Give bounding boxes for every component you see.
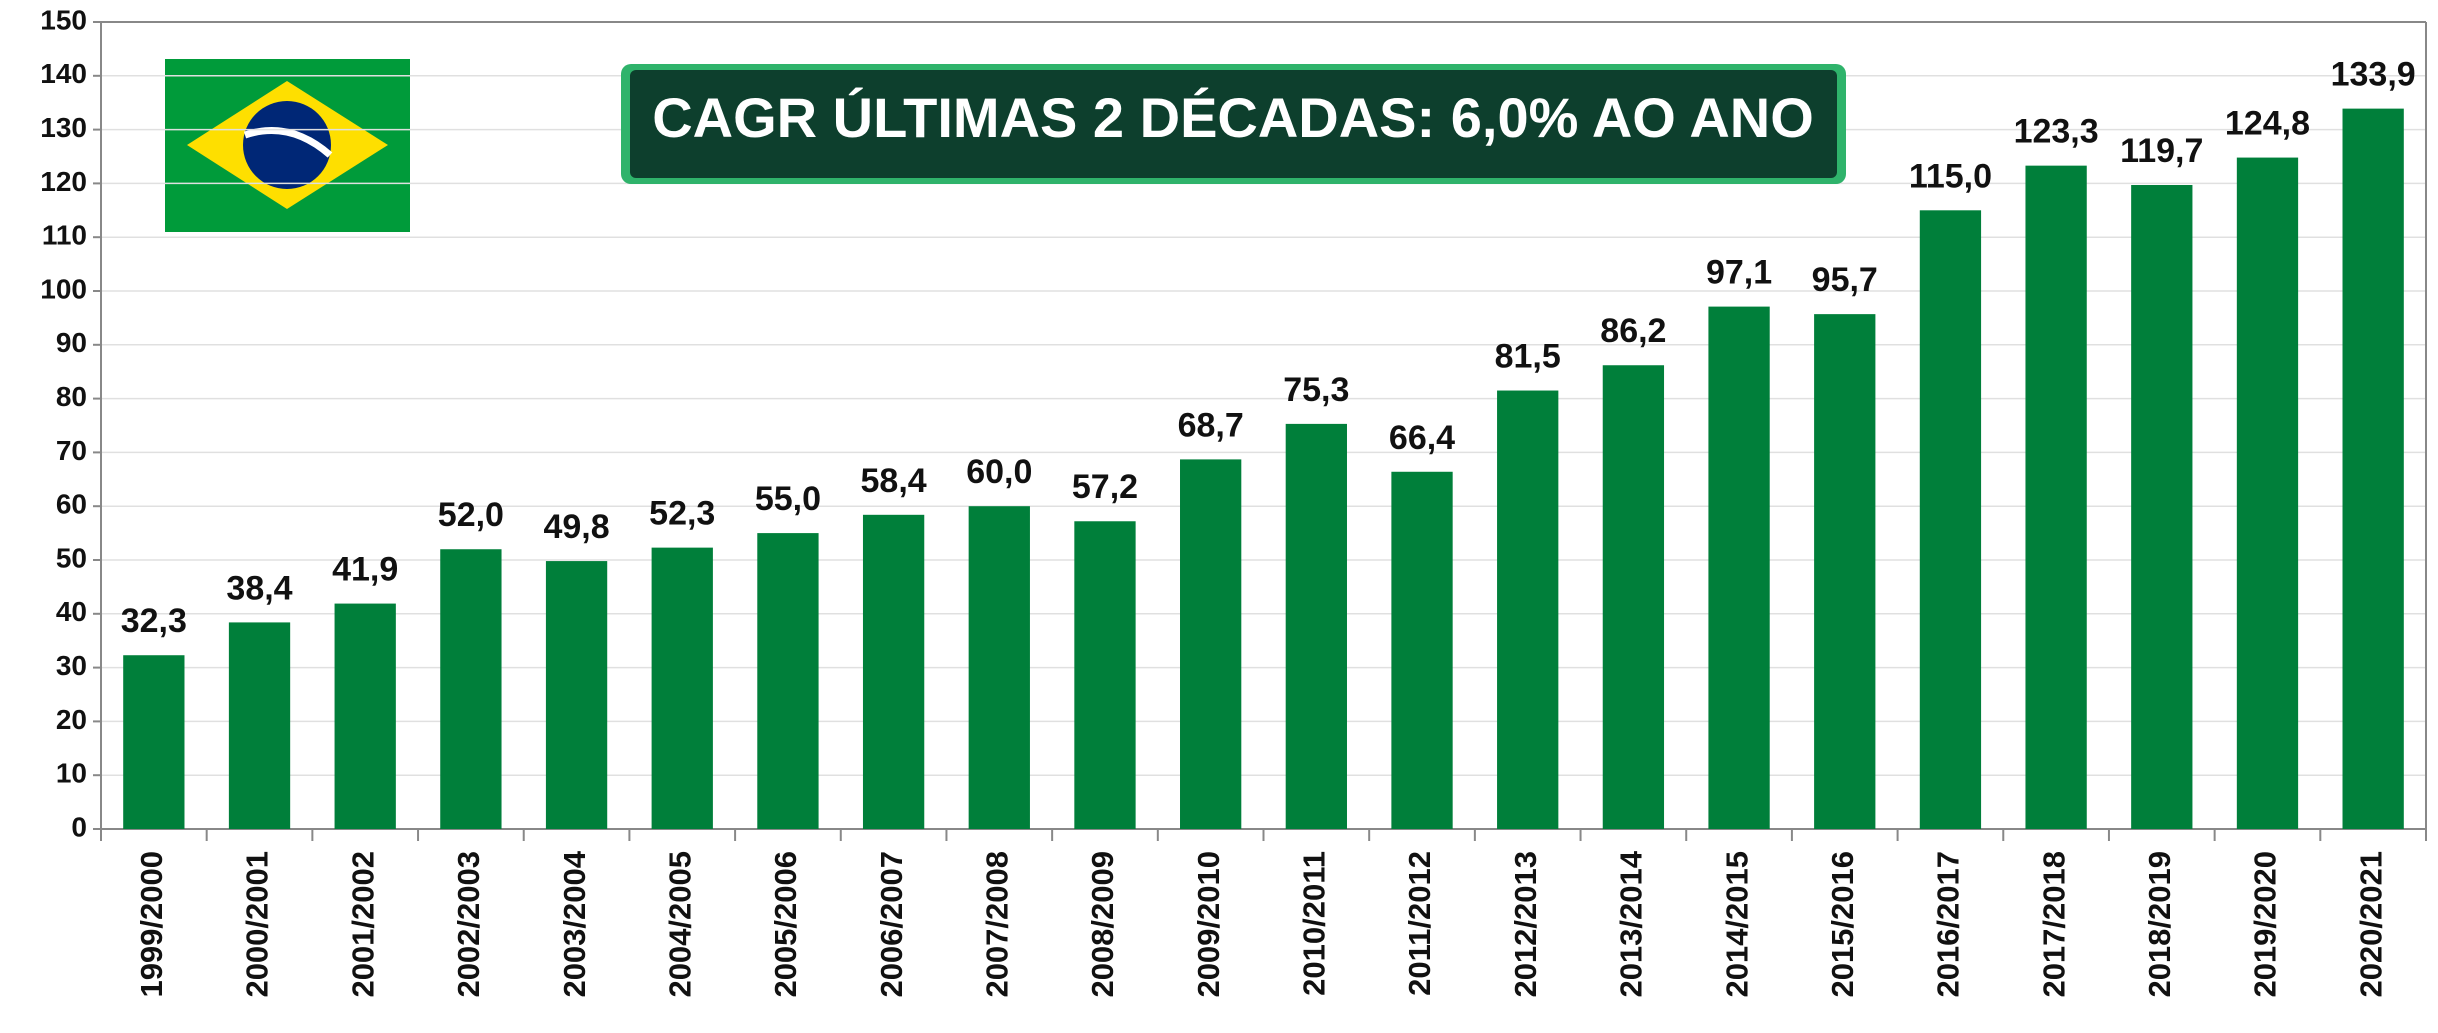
flag [165,59,410,232]
value-label: 57,2 [1072,468,1138,506]
x-tick-label: 2001/2002 [345,851,380,998]
x-tick-label: 2002/2003 [451,851,486,998]
bar [440,549,502,829]
x-tick-label: 2003/2004 [557,850,592,997]
value-label: 133,9 [2331,56,2416,94]
x-tick-label: 2006/2007 [874,851,909,998]
y-tick-label: 120 [40,166,87,197]
y-tick-label: 70 [56,435,87,466]
bar [2236,157,2299,830]
x-tick-label: 2018/2019 [2142,851,2177,998]
bar [1602,365,1665,829]
x-tick-label: 2017/2018 [2036,851,2071,998]
value-label: 32,3 [121,602,187,640]
annotation: CAGR ÚLTIMAS 2 DÉCADAS: 6,0% AO ANO [652,86,1814,149]
x-tick-label: 2015/2016 [1825,851,1860,998]
bar [1391,471,1453,829]
value-label: 60,0 [966,453,1032,491]
bar [1814,314,1876,829]
y-tick-label: 40 [56,596,87,627]
x-tick-label: 2011/2012 [1402,851,1437,996]
value-label: 41,9 [332,551,398,589]
x-tick-label: 2016/2017 [1931,851,1966,998]
x-tick-label: 2005/2006 [768,851,803,998]
x-tick-label: 2010/2011 [1297,851,1332,996]
value-label: 95,7 [1812,261,1878,299]
value-label: 58,4 [861,462,927,500]
y-tick-label: 60 [56,489,87,520]
value-label: 119,7 [2120,132,2203,170]
bar [1919,210,1982,830]
y-tick-label: 90 [56,327,87,358]
x-tick-label: 2019/2020 [2248,851,2283,998]
y-tick-label: 30 [56,650,87,681]
x-tick-label: 2009/2010 [1191,851,1226,998]
bar [1074,521,1136,829]
x-tick-label: 2008/2009 [1085,851,1120,998]
value-label: 81,5 [1495,338,1561,376]
annotation-box [621,64,1846,184]
bar [123,655,185,829]
value-label: 75,3 [1283,371,1349,409]
bar [334,603,396,829]
value-label: 49,8 [543,508,609,546]
y-tick-label: 50 [56,542,87,573]
y-tick-label: 100 [40,273,87,304]
bar [757,533,819,829]
value-label: 115,0 [1909,157,1992,195]
x-tick-label: 2000/2001 [240,851,275,998]
bar [228,622,291,829]
value-label: 68,7 [1178,406,1244,444]
y-tick-label: 110 [42,220,87,251]
y-tick-label: 150 [40,4,87,35]
y-tick-label: 20 [56,704,87,735]
value-label: 66,4 [1389,419,1455,457]
value-label: 86,2 [1600,312,1666,350]
x-tick-label: 2007/2008 [979,851,1014,998]
x-tick-label: 2004/2005 [662,851,697,998]
y-tick-label: 0 [71,811,87,842]
x-tick-label: 2014/2015 [1719,851,1754,998]
bar [545,561,608,829]
x-tick-label: 2020/2021 [2353,851,2388,998]
value-label: 123,3 [2014,113,2099,151]
y-tick-label: 140 [40,58,87,89]
bar [651,547,713,829]
bar [968,506,1030,829]
bar [2131,185,2193,829]
bar [2025,165,2087,829]
value-label: 97,1 [1706,254,1772,292]
x-tick-label: 1999/2000 [134,851,169,998]
bar [1497,390,1559,829]
bar [1285,423,1347,829]
bar [1180,459,1242,829]
value-label: 52,0 [438,496,504,534]
bar [862,514,925,829]
x-tick-label: 2012/2013 [1508,851,1543,998]
value-label: 38,4 [226,569,292,607]
y-tick-label: 10 [56,758,87,789]
value-label: 52,3 [649,495,715,533]
y-tick-label: 80 [56,381,87,412]
bar [1708,306,1770,829]
bar [2342,108,2404,830]
x-tick-label: 2013/2014 [1614,850,1649,997]
y-tick-label: 130 [40,112,87,143]
value-label: 55,0 [755,480,821,518]
value-label: 124,8 [2225,105,2310,143]
